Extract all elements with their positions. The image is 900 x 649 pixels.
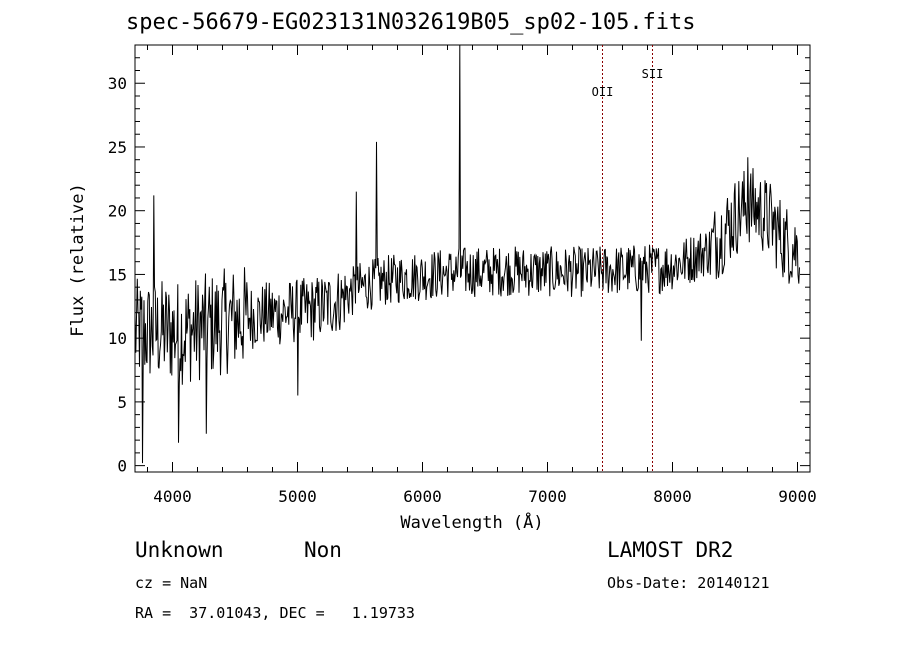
y-tick-label: 30 (108, 74, 127, 93)
line-marker-label: OII (592, 85, 614, 99)
obs-date: Obs-Date: 20140121 (607, 574, 770, 592)
x-tick-label: 8000 (653, 487, 692, 506)
chart-title: spec-56679-EG023131N032619B05_sp02-105.f… (126, 10, 696, 35)
x-tick-label: 6000 (403, 487, 442, 506)
line-marker-label: SII (642, 67, 664, 81)
y-tick-label: 0 (117, 457, 127, 476)
object-subclass: Non (304, 538, 342, 562)
y-tick-label: 10 (108, 329, 127, 348)
survey-label: LAMOST DR2 (607, 538, 734, 562)
y-axis-ticks: 0 5 10 15 20 25 30 (108, 57, 810, 476)
redshift-cz: cz = NaN (135, 574, 208, 592)
object-class: Unknown (135, 538, 224, 562)
x-tick-label: 9000 (778, 487, 817, 506)
coordinates: RA = 37.01043, DEC = 1.19733 (135, 604, 415, 622)
spectrum-line (134, 44, 800, 464)
x-tick-label: 7000 (528, 487, 567, 506)
y-tick-label: 15 (108, 265, 127, 284)
y-tick-label: 5 (117, 393, 127, 412)
y-tick-label: 20 (108, 202, 127, 221)
x-axis-label: Wavelength (Å) (400, 511, 543, 533)
y-axis-label: Flux (relative) (68, 183, 88, 337)
x-tick-label: 4000 (153, 487, 192, 506)
x-axis-ticks: 4000 5000 6000 7000 8000 9000 (147, 45, 817, 506)
x-tick-label: 5000 (278, 487, 317, 506)
y-tick-label: 25 (108, 138, 127, 157)
